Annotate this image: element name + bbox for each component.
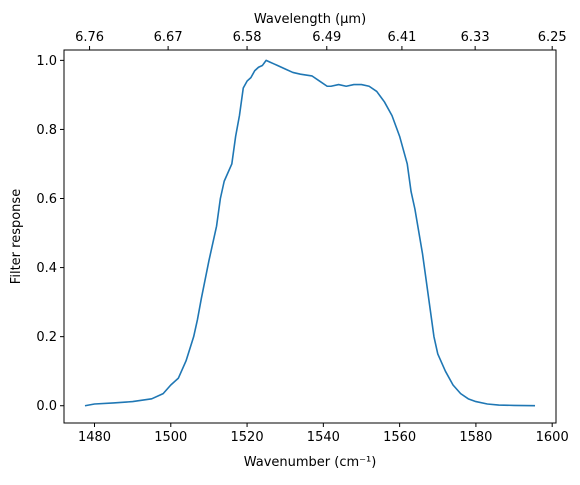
top-x-ticks: 6.76 6.67 6.58 6.49 6.41 6.33 6.25 <box>75 30 567 50</box>
y-tick-label: 0.8 <box>36 123 57 138</box>
top-x-axis-label: Wavelength (μm) <box>254 12 366 27</box>
x-tick-label: 1540 <box>307 430 340 445</box>
x-axis-label: Wavenumber (cm⁻¹) <box>244 455 377 470</box>
plot-area-background <box>64 50 556 423</box>
y-tick-label: 0.0 <box>36 399 57 414</box>
y-tick-label: 0.4 <box>36 261 57 276</box>
y-tick-label: 0.2 <box>36 330 57 345</box>
top-x-tick-label: 6.41 <box>387 30 416 45</box>
x-tick-label: 1600 <box>536 430 569 445</box>
plot-frame <box>63 49 557 424</box>
filter-response-line <box>84 59 536 407</box>
x-tick-label: 1480 <box>78 430 111 445</box>
x-tick-label: 1580 <box>459 430 492 445</box>
top-x-tick-label: 6.49 <box>312 30 341 45</box>
top-x-tick-label: 6.33 <box>461 30 490 45</box>
x-tick-label: 1520 <box>231 430 264 445</box>
top-x-tick-label: 6.67 <box>154 30 183 45</box>
x-tick-label: 1560 <box>383 430 416 445</box>
y-ticks: 0.0 0.2 0.4 0.6 0.8 1.0 <box>36 54 64 414</box>
y-tick-label: 0.6 <box>36 192 57 207</box>
y-axis-label: Filter response <box>9 189 24 284</box>
x-tick-label: 1500 <box>154 430 187 445</box>
y-tick-label: 1.0 <box>36 54 57 69</box>
top-x-tick-label: 6.76 <box>75 30 104 45</box>
top-x-tick-label: 6.25 <box>538 30 567 45</box>
bottom-x-ticks: 1480 1500 1520 1540 1560 1580 1600 <box>78 423 569 445</box>
top-x-tick-label: 6.58 <box>233 30 262 45</box>
